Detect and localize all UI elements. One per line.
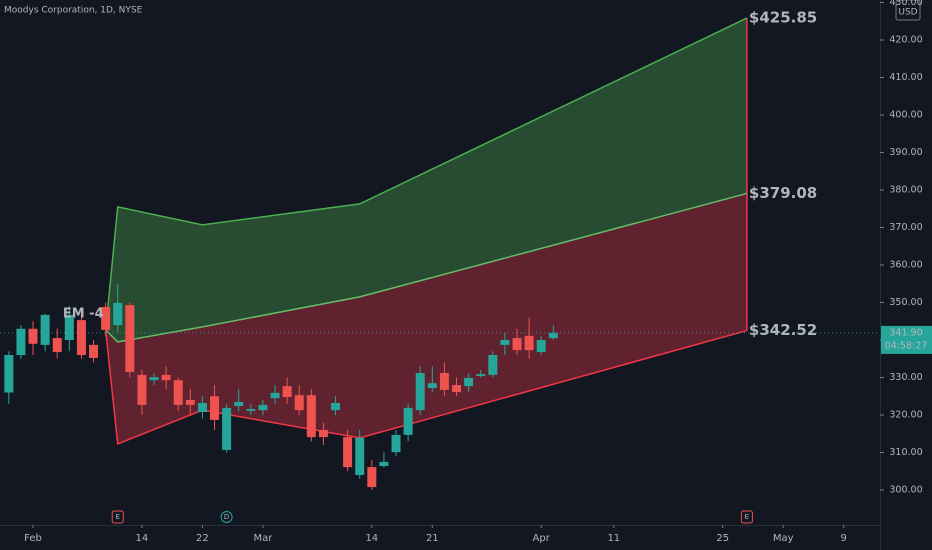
y-tick-label: 420.00	[889, 35, 922, 46]
candle-body	[125, 305, 135, 372]
price-tag	[881, 325, 932, 354]
currency: USD	[898, 8, 917, 18]
x-tick-label: 14	[136, 533, 149, 544]
middle-band-label: $379.08	[749, 184, 817, 202]
candle-body	[270, 392, 280, 399]
candle-body	[89, 344, 99, 359]
candle-body	[294, 395, 304, 411]
candle-body	[536, 340, 546, 353]
candle-body	[331, 403, 341, 411]
candle-body	[318, 430, 328, 438]
candle-body	[113, 302, 123, 326]
chart-title: Moodys Corporation, 1D, NYSE	[4, 6, 143, 16]
y-tick-label: 310.00	[889, 447, 922, 458]
candle-body	[40, 314, 50, 345]
candle-body	[403, 407, 413, 435]
candle-body	[512, 338, 522, 351]
candle-body	[476, 374, 486, 377]
candle-body	[488, 355, 498, 375]
event-label: D	[224, 513, 229, 521]
x-tick-label: 14	[365, 533, 378, 544]
y-tick-label: 300.00	[889, 485, 922, 496]
x-tick-label: Apr	[533, 533, 551, 544]
candle-body	[500, 340, 510, 345]
candle-body	[222, 407, 232, 450]
upper-band-area	[105, 18, 747, 342]
y-tick-label: 360.00	[889, 260, 922, 271]
candle-body	[246, 409, 256, 411]
candle-body	[149, 377, 159, 381]
candle-body	[258, 404, 268, 411]
candle-body	[343, 437, 353, 468]
candle-body	[367, 467, 377, 488]
candle-body	[524, 335, 534, 351]
x-tick-label: 11	[607, 533, 620, 544]
candle-body	[76, 320, 86, 356]
candle-body	[64, 314, 74, 341]
candle-body	[282, 386, 292, 398]
lower-band-label: $342.52	[749, 321, 817, 339]
annotation: EM -4	[63, 306, 104, 321]
event-label: E	[116, 513, 120, 521]
candle-body	[16, 328, 26, 356]
y-tick-label: 350.00	[889, 297, 922, 308]
candle-body	[306, 395, 316, 438]
candle-body	[185, 400, 195, 405]
candle-body	[161, 374, 171, 381]
candle-body	[464, 377, 474, 387]
candle-body	[452, 385, 462, 393]
candle-body	[548, 332, 558, 339]
candle-body	[415, 373, 425, 411]
x-tick-label: 25	[716, 533, 729, 544]
candle-body	[210, 396, 220, 420]
candle-body	[4, 355, 14, 393]
candle-body	[439, 373, 449, 390]
x-tick-label: May	[773, 533, 794, 544]
candle-body	[197, 403, 207, 413]
candle-body	[427, 383, 437, 389]
price-tag-label: 341.90	[889, 327, 922, 338]
y-tick-label: 410.00	[889, 72, 922, 83]
upper-band-label: $425.85	[749, 9, 817, 27]
event-marker	[111, 510, 124, 524]
x-tick-label: 21	[426, 533, 439, 544]
candle-body	[379, 461, 389, 467]
candle-body	[391, 434, 401, 453]
x-tick-label: Mar	[253, 533, 273, 544]
candle-body	[52, 338, 62, 353]
y-tick-label: 370.00	[889, 222, 922, 233]
lower-band-area	[105, 193, 747, 444]
event-marker	[220, 511, 233, 523]
countdown: 04:58:27	[885, 340, 928, 351]
y-tick-label: 390.00	[889, 147, 922, 158]
candle-body	[28, 328, 38, 344]
x-tick-label: Feb	[24, 533, 42, 544]
y-tick-label: 320.00	[889, 410, 922, 421]
candle-body	[137, 374, 147, 405]
event-label: E	[745, 513, 749, 521]
y-tick-label: 400.00	[889, 110, 922, 121]
candle-body	[234, 401, 244, 407]
candle-body	[355, 437, 365, 476]
y-tick-label: 380.00	[889, 185, 922, 196]
x-tick-label: 9	[841, 533, 847, 544]
event-marker	[740, 510, 753, 524]
y-tick-label: 430.00	[889, 0, 922, 8]
candle-body	[173, 380, 183, 405]
candle-body	[101, 307, 111, 330]
y-tick-label: 330.00	[889, 372, 922, 383]
upper-band-line	[104, 17, 748, 330]
x-tick-label: 22	[196, 533, 209, 544]
currency-box	[895, 0, 921, 21]
middle-band-line	[105, 192, 748, 343]
